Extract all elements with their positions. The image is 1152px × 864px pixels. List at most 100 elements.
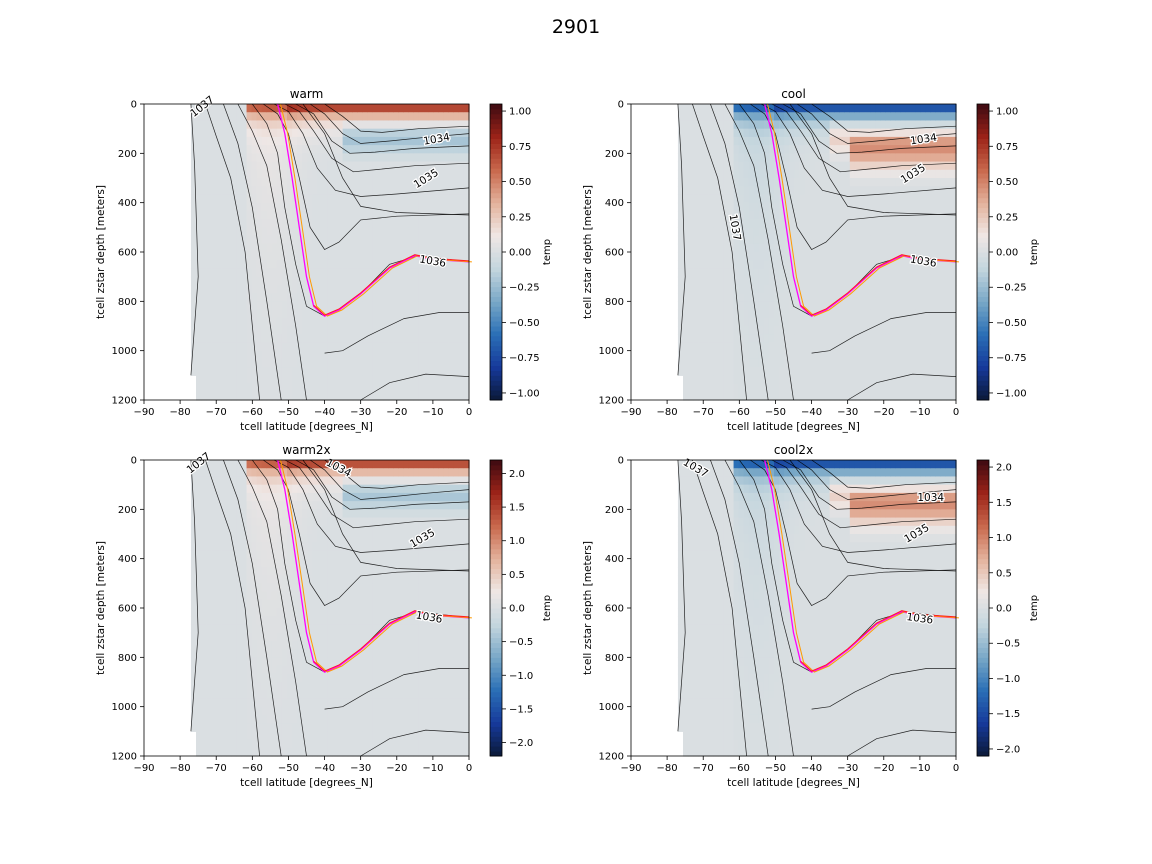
heatmap-cell xyxy=(266,739,273,749)
heatmap-cell xyxy=(930,243,937,253)
heatmap-cell xyxy=(372,202,379,212)
heatmap-cell xyxy=(393,309,399,319)
heatmap-cell xyxy=(190,599,197,609)
heatmap-cell xyxy=(216,550,222,560)
heatmap-cell xyxy=(302,375,308,385)
heatmap-cell xyxy=(829,210,836,220)
heatmap-cell xyxy=(703,350,709,360)
heatmap-cell xyxy=(935,317,942,327)
heatmap-cell xyxy=(276,112,283,122)
heatmap-cell xyxy=(708,268,714,278)
heatmap-cell xyxy=(216,219,222,228)
heatmap-cell xyxy=(723,243,730,253)
heatmap-cell xyxy=(768,178,775,187)
heatmap-cell xyxy=(246,616,253,626)
heatmap-cell xyxy=(196,468,202,478)
heatmap-cell xyxy=(738,136,745,146)
heatmap-cell xyxy=(246,468,253,478)
heatmap-cell xyxy=(779,252,785,261)
heatmap-cell xyxy=(271,624,278,634)
heatmap-cell xyxy=(849,268,856,278)
heatmap-cell xyxy=(211,235,217,245)
heatmap-cell xyxy=(438,136,445,146)
heatmap-cell xyxy=(352,268,359,278)
contour-line xyxy=(789,103,957,216)
heatmap-cell xyxy=(357,169,364,179)
heatmap-cell xyxy=(789,293,795,302)
heatmap-cell xyxy=(683,202,689,212)
heatmap-cell xyxy=(408,334,414,344)
heatmap-cell xyxy=(246,476,253,486)
heatmap-cell xyxy=(743,260,750,270)
heatmap-cell xyxy=(307,301,313,311)
heatmap-cell xyxy=(458,145,465,154)
colorbar-segment xyxy=(977,350,989,357)
heatmap-cell xyxy=(201,342,207,352)
heatmap-cell xyxy=(266,575,273,584)
heatmap-cell xyxy=(713,342,719,352)
heatmap-cell xyxy=(900,293,907,302)
heatmap-cell xyxy=(413,194,420,204)
heatmap-cell xyxy=(789,136,795,146)
heatmap-cell xyxy=(839,178,846,187)
heatmap-cell xyxy=(281,153,288,163)
heatmap-cell xyxy=(895,178,901,187)
heatmap-cell xyxy=(342,104,349,113)
colorbar-segment xyxy=(977,202,989,209)
heatmap-cell xyxy=(940,301,947,311)
heatmap-cell xyxy=(413,317,420,327)
heatmap-cell xyxy=(738,104,745,113)
heatmap-cell xyxy=(774,202,780,212)
heatmap-cell xyxy=(206,739,212,749)
colorbar: −1.00−0.75−0.50−0.250.000.250.500.751.00… xyxy=(976,103,1040,401)
heatmap-cell xyxy=(206,268,212,278)
heatmap-cell xyxy=(383,276,389,286)
heatmap-cell xyxy=(231,202,238,212)
heatmap-cell xyxy=(829,276,836,286)
contour-label: 1034 xyxy=(910,132,938,148)
heatmap-cell xyxy=(332,194,339,204)
heatmap-cell xyxy=(799,202,805,212)
y-tick-label: 400 xyxy=(605,198,624,209)
heatmap-cell xyxy=(367,161,374,171)
heatmap-cell xyxy=(408,342,414,352)
heatmap-cell xyxy=(317,252,323,261)
heatmap-cell xyxy=(433,227,440,237)
heatmap-cell xyxy=(201,375,207,385)
heatmap-cell xyxy=(297,309,303,319)
heatmap-cell xyxy=(895,235,901,245)
heatmap-cell xyxy=(347,243,354,253)
heatmap-cell xyxy=(930,104,937,113)
heatmap-cell xyxy=(342,375,349,385)
heatmap-cell xyxy=(271,723,278,732)
heatmap-cell xyxy=(698,383,704,393)
heatmap-cell xyxy=(723,153,730,163)
heatmap-cell xyxy=(910,202,917,212)
heatmap-cell xyxy=(423,219,430,228)
colorbar-segment xyxy=(977,168,989,174)
heatmap-cell xyxy=(372,243,379,253)
heatmap-cell xyxy=(875,169,881,179)
heatmap-cell xyxy=(251,136,258,146)
heatmap-cell xyxy=(241,476,248,486)
heatmap-cell xyxy=(216,608,222,617)
heatmap-cell xyxy=(413,342,420,352)
heatmap-cell xyxy=(383,260,389,270)
heatmap-cell xyxy=(920,375,927,385)
heatmap-cell xyxy=(190,161,197,171)
heatmap-cell xyxy=(367,268,374,278)
heatmap-cell xyxy=(910,194,917,204)
heatmap-cell xyxy=(880,112,886,122)
heatmap-cell xyxy=(201,739,207,749)
heatmap-cell xyxy=(302,309,308,319)
heatmap-cell xyxy=(683,350,689,360)
heatmap-cell xyxy=(854,210,861,220)
heatmap-cell xyxy=(809,284,816,294)
heatmap-cell xyxy=(930,235,937,245)
heatmap-cell xyxy=(839,391,846,401)
heatmap-cell xyxy=(814,284,821,294)
heatmap-cell xyxy=(256,326,263,335)
heatmap-cell xyxy=(287,260,293,270)
heatmap-cell xyxy=(256,583,263,593)
heatmap-cell xyxy=(433,112,440,122)
